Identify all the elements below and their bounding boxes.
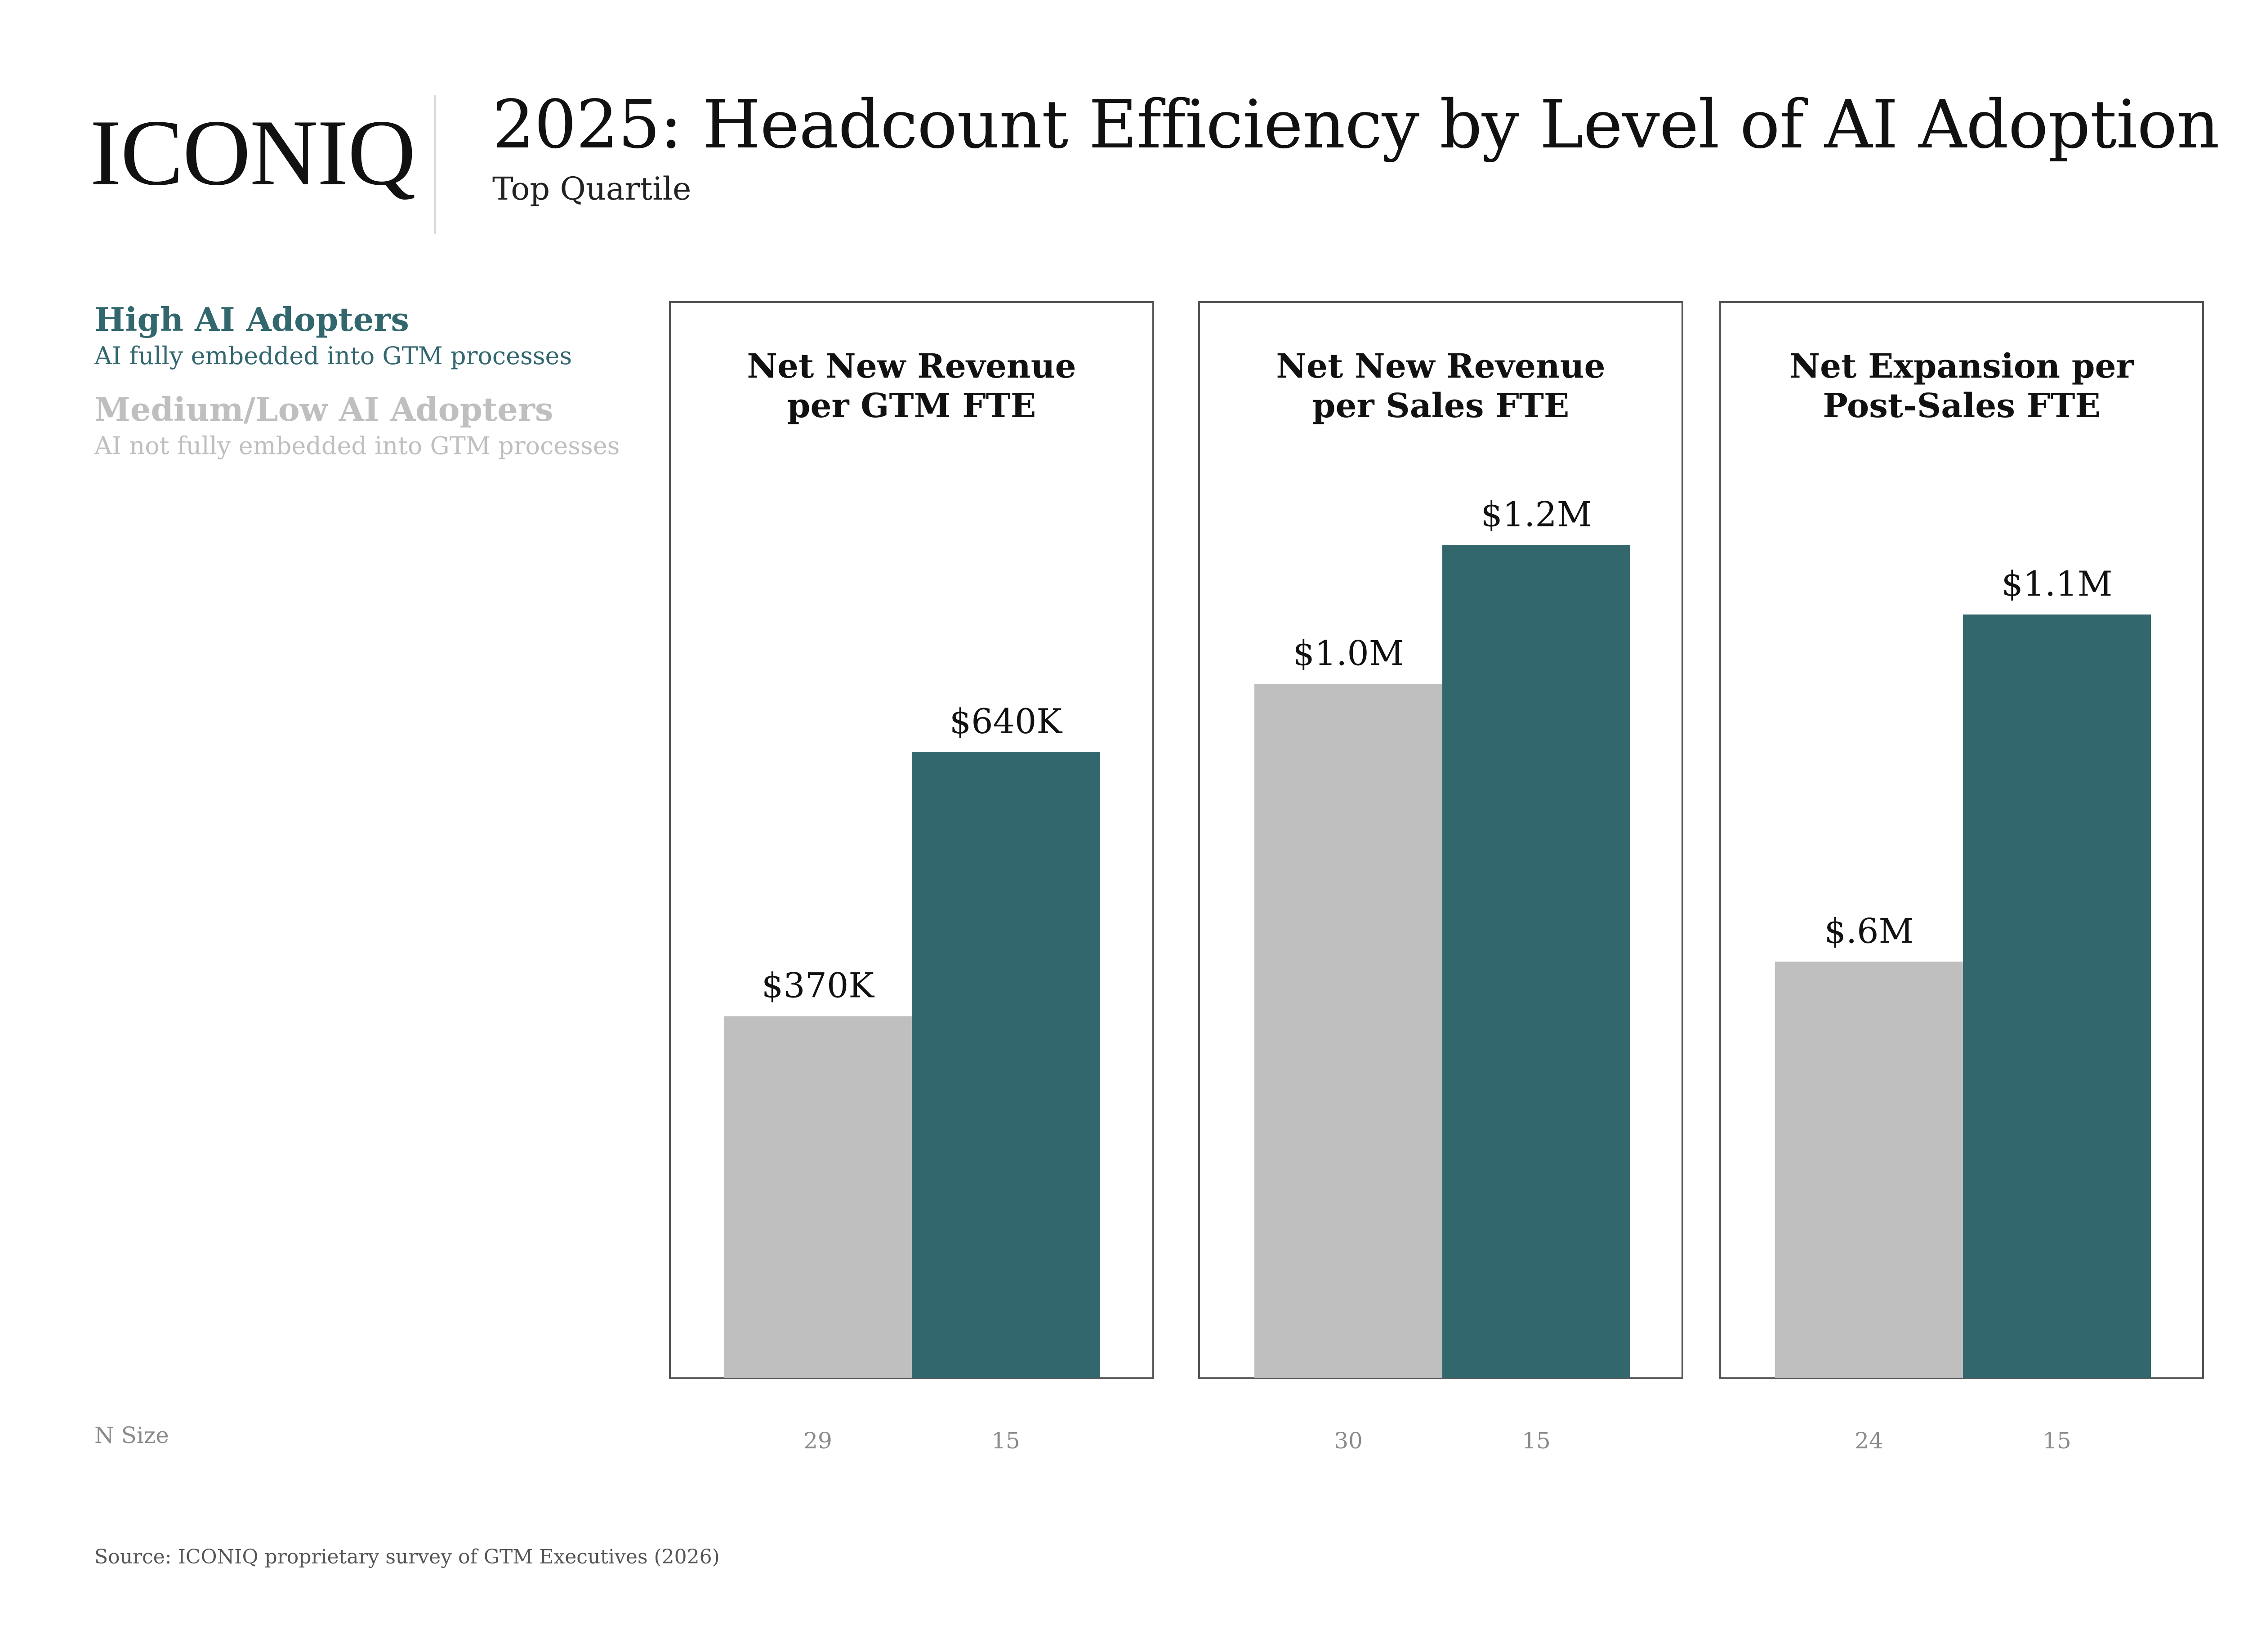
n-size-label: N Size xyxy=(94,1422,169,1448)
page-title: 2025: Headcount Efficiency by Level of A… xyxy=(492,86,2220,163)
iconiq-logo: ICONIQ xyxy=(90,101,416,205)
legend-low-description: AI not fully embedded into GTM processes xyxy=(94,432,620,460)
chart-2-n-size-high: 15 xyxy=(1522,1428,1551,1454)
chart-3-value-label-high: $1.1M xyxy=(2001,564,2112,604)
chart-1-n-size-low: 29 xyxy=(803,1428,832,1454)
chart-1-title-line-2: per GTM FTE xyxy=(787,387,1036,425)
source-note: Source: ICONIQ proprietary survey of GTM… xyxy=(94,1545,720,1568)
chart-2-bar-high xyxy=(1442,545,1630,1378)
chart-3-title-line-2: Post-Sales FTE xyxy=(1823,387,2101,425)
chart-2-value-label-high: $1.2M xyxy=(1481,494,1592,534)
chart-3-n-size-high: 15 xyxy=(2043,1428,2071,1454)
chart-1-bar-low xyxy=(724,1016,912,1378)
chart-2-n-size-low: 30 xyxy=(1334,1428,1363,1454)
legend-low-name: Medium/Low AI Adopters xyxy=(94,390,553,428)
legend-high-description: AI fully embedded into GTM processes xyxy=(94,342,572,370)
chart-1-value-label-low: $370K xyxy=(762,966,874,1006)
chart-1-title-line-1: Net New Revenue xyxy=(747,347,1076,386)
chart-3-bar-low xyxy=(1775,962,1963,1378)
chart-3-bar-high xyxy=(1963,614,2151,1378)
legend-high-name: High AI Adopters xyxy=(94,300,409,338)
chart-1-bar-high xyxy=(912,752,1100,1378)
chart-2-value-label-low: $1.0M xyxy=(1293,633,1404,673)
header-divider xyxy=(434,95,436,234)
chart-3-title-line-1: Net Expansion per xyxy=(1789,347,2134,386)
chart-3-value-label-low: $.6M xyxy=(1824,911,1914,951)
chart-1-value-label-high: $640K xyxy=(950,701,1062,741)
chart-2-title-line-2: per Sales FTE xyxy=(1312,387,1570,425)
chart-2-title-line-1: Net New Revenue xyxy=(1276,347,1605,386)
chart-2-bar-low xyxy=(1254,684,1442,1378)
chart-1-n-size-high: 15 xyxy=(991,1428,1020,1454)
page-subtitle: Top Quartile xyxy=(492,170,691,207)
chart-3-n-size-low: 24 xyxy=(1855,1428,1883,1454)
